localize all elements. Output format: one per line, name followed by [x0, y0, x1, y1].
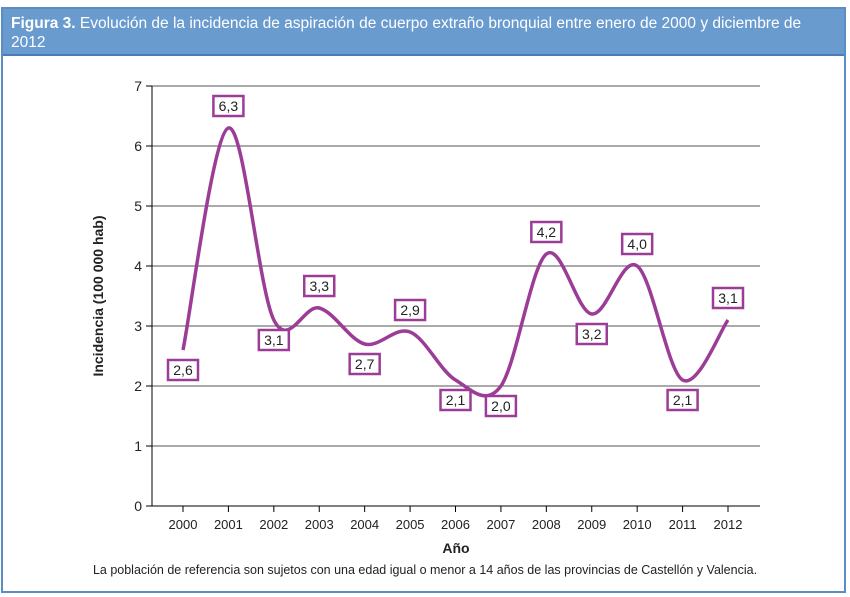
figure-label: Figura 3. [11, 15, 76, 32]
y-tick-label: 3 [134, 318, 142, 334]
x-tick-label: 2011 [669, 517, 697, 532]
x-tick-label: 2005 [396, 517, 425, 532]
data-label-box [484, 394, 518, 418]
y-tick-label: 1 [134, 438, 142, 454]
y-tick-label: 5 [134, 198, 142, 214]
x-tick-label: 2002 [259, 517, 288, 532]
x-tick-label: 2003 [305, 517, 334, 532]
x-tick-label: 2010 [623, 517, 652, 532]
data-label: 2,6 [173, 362, 193, 378]
figure-note: La población de referencia son sujetos c… [92, 563, 758, 577]
figure-header: Figura 3. Evolución de la incidencia de … [3, 9, 844, 56]
data-label-box [257, 328, 291, 352]
y-tick-label: 4 [134, 258, 142, 274]
data-label: 3,1 [718, 290, 738, 306]
data-label: 4,0 [627, 236, 647, 252]
figure-frame: Figura 3. Evolución de la incidencia de … [1, 7, 846, 593]
x-tick-label: 2008 [532, 517, 561, 532]
x-axis-label: Año [442, 540, 469, 556]
data-label: 2,1 [673, 392, 693, 408]
figure-title: Evolución de la incidencia de aspiración… [11, 15, 802, 51]
data-label-box [212, 94, 245, 118]
y-tick-label: 0 [134, 498, 142, 514]
data-label-box [303, 274, 336, 298]
y-tick-label: 2 [134, 378, 142, 394]
data-label-box [348, 352, 381, 376]
y-axis-label: Incidencia (100 000 hab) [90, 215, 106, 376]
data-label: 3,3 [310, 278, 330, 294]
x-tick-label: 2001 [214, 517, 243, 532]
x-tick-label: 2000 [169, 517, 198, 532]
y-tick-label: 7 [134, 78, 142, 94]
data-label: 2,9 [400, 302, 420, 318]
data-label-box [666, 388, 699, 412]
data-label: 6,3 [219, 98, 239, 114]
x-tick-label: 2012 [714, 517, 743, 532]
data-label: 2,1 [446, 392, 466, 408]
series-line [181, 126, 730, 398]
data-label: 3,2 [582, 326, 602, 342]
data-label-box [530, 220, 563, 244]
data-label-box [439, 388, 472, 412]
data-label-box [393, 298, 427, 322]
data-label: 2,7 [355, 356, 375, 372]
data-label: 2,0 [491, 398, 511, 414]
x-tick-label: 2006 [441, 517, 470, 532]
x-tick-label: 2009 [577, 517, 606, 532]
data-label-box [575, 322, 608, 346]
data-label-box [166, 358, 200, 382]
y-tick-label: 6 [134, 138, 142, 154]
data-label: 4,2 [537, 224, 557, 240]
x-tick-label: 2007 [486, 517, 515, 532]
x-tick-label: 2004 [350, 517, 379, 532]
data-label-box [711, 286, 745, 310]
data-label-box [620, 232, 654, 256]
data-label: 3,1 [264, 332, 284, 348]
